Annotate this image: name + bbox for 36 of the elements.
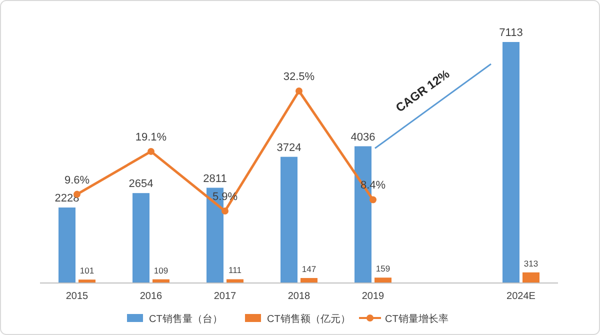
bar — [522, 272, 540, 283]
data-label: 19.1% — [135, 131, 167, 144]
legend-label: CT销售量（台） — [149, 313, 222, 325]
bar — [502, 42, 520, 283]
data-label: 313 — [524, 258, 538, 268]
bar — [132, 193, 150, 283]
point — [222, 208, 228, 214]
bar — [300, 278, 318, 283]
data-label: 159 — [376, 264, 390, 274]
data-label: 4036 — [350, 131, 376, 144]
bar — [58, 208, 76, 283]
legend-label: CT销售额（亿元） — [267, 313, 350, 325]
x-tick-label: 2016 — [140, 291, 163, 302]
data-label: 9.6% — [64, 174, 90, 186]
data-label: 101 — [80, 266, 94, 276]
legend-label: CT销量增长率 — [385, 313, 448, 325]
data-label: 3724 — [276, 142, 302, 154]
data-label: 109 — [154, 265, 168, 276]
bar — [374, 278, 392, 283]
data-label: 111 — [228, 265, 242, 276]
x-tick-label: 2018 — [288, 291, 311, 302]
x-tick-label: 2024E — [506, 291, 536, 302]
data-label: 5.9% — [212, 191, 238, 203]
bar — [280, 156, 298, 283]
data-label: 147 — [302, 264, 316, 274]
x-tick-label: 2017 — [214, 291, 237, 302]
point — [370, 196, 376, 204]
point — [148, 148, 154, 155]
x-tick-label: 2019 — [362, 291, 385, 302]
point — [296, 88, 302, 94]
data-label: 2654 — [128, 178, 154, 190]
data-label: 32.5% — [283, 71, 315, 83]
data-label: 2811 — [203, 172, 227, 185]
x-tick-label: 2015 — [66, 291, 89, 302]
data-label: 7113 — [499, 27, 523, 39]
bar — [226, 279, 244, 283]
